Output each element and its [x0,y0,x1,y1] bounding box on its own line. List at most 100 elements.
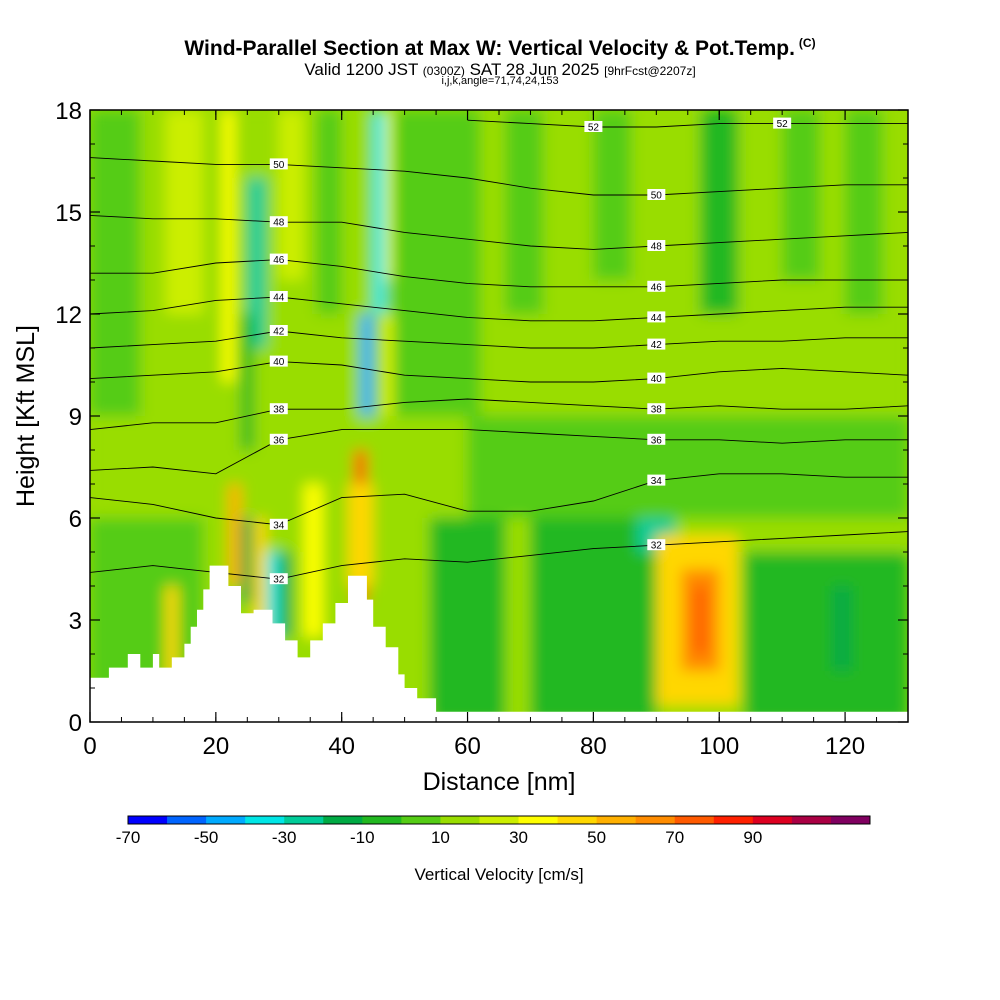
contour-label-text: 36 [273,435,285,446]
contour-label-box [647,338,666,350]
contour-label-text: 48 [273,218,285,229]
colorbar-swatch [479,816,520,824]
theta-contour-34 [90,473,908,526]
x-tick-label: 20 [202,733,229,760]
contour-label-box [647,539,666,551]
y-tick-label: 18 [55,98,82,125]
contour-label-text: 44 [651,313,663,324]
contour-label: 48 [269,216,288,229]
contour-label-box [269,291,288,302]
contour-label: 36 [647,433,666,446]
velocity-cell [429,518,506,722]
contour-label: 34 [269,518,288,531]
y-tick-label: 0 [69,710,82,737]
contour-label: 38 [647,403,666,416]
contour-label-box [647,311,666,323]
colorbar-swatch [713,816,754,824]
velocity-cell [694,586,707,654]
contour-label: 50 [647,189,666,202]
contour-label: 46 [647,280,666,293]
contour-label: 36 [269,433,288,446]
contour-label-text: 38 [273,405,285,416]
contour-label-box [269,216,288,228]
theta-contour-46 [90,259,908,288]
colorbar-tick-label: -50 [194,828,219,847]
contour-label-box [647,280,666,292]
colorbar-swatch [830,816,871,824]
colorbar-tick-label: 30 [509,828,528,847]
contour-label-box [773,117,792,129]
velocity-cell [303,484,323,637]
velocity-cell [228,484,242,586]
x-tick-label: 60 [454,733,481,760]
velocity-cell [316,110,342,314]
velocity-cell [845,110,883,314]
theta-contour-48 [90,214,908,250]
contour-label: 38 [269,403,288,416]
y-tick-label: 12 [55,302,82,329]
contour-label-box [269,158,288,170]
theta-contour-44 [90,296,908,322]
contour-label-box [647,433,666,445]
theta-contour-40 [90,361,908,383]
contour-label: 32 [647,539,666,552]
colorbar-swatch [128,816,168,824]
contour-label-text: 52 [777,119,789,130]
contour-label-box [269,573,288,585]
colorbar-swatch [440,816,480,824]
velocity-cell [222,110,235,382]
contour-label-text: 44 [273,293,285,304]
theta-contour-36 [90,429,908,475]
colorbar-swatch [323,816,363,824]
contour-label-text: 32 [273,575,285,586]
contour-label-text: 52 [588,123,600,134]
contour-label-box [647,240,666,251]
colorbar-tick-label: -30 [272,828,297,847]
y-tick-label: 6 [69,506,82,533]
contour-label: 52 [584,121,603,134]
colorbar-swatch [674,816,715,824]
x-tick-label: 120 [825,733,865,760]
contour-label-text: 38 [651,405,663,416]
x-tick-label: 80 [580,733,607,760]
colorbar-swatch [518,816,559,824]
y-tick-label: 15 [55,200,82,227]
contour-label: 48 [647,240,666,253]
contour-label-box [647,403,666,415]
colorbar-tick-label: 70 [665,828,684,847]
contour-label-text: 34 [273,520,285,531]
contour-label-text: 32 [651,541,663,552]
contour-label: 46 [269,253,288,266]
colorbar-swatch [752,816,793,824]
contour-label-box [647,189,666,200]
contour-label-box [269,253,288,265]
contour-label-box [584,121,603,132]
colorbar-tick-label: -70 [116,828,141,847]
velocity-cell [744,552,908,722]
contour-label-text: 42 [273,327,285,338]
colorbar-swatch [401,816,441,824]
velocity-cell [832,586,852,671]
contour-label-box [269,403,288,415]
contour-label-box [647,372,666,384]
velocity-cell [392,110,481,416]
colorbar-swatch [596,816,637,824]
colorbar-swatch [245,816,285,824]
colorbar-tick-label: 10 [431,828,450,847]
y-axis-label: Height [Kft MSL] [12,325,40,507]
theta-contour-38 [90,398,908,431]
contour-label-text: 50 [273,160,285,171]
velocity-cell [347,484,374,586]
theta-contour-52 [467,119,908,128]
contour-label: 32 [269,573,288,586]
colorbar-tick-label: 50 [587,828,606,847]
velocity-cell [530,518,657,722]
colorbar-tick-label: -10 [350,828,375,847]
x-tick-label: 0 [83,733,96,760]
contour-label: 52 [773,117,792,130]
contour-label: 40 [269,355,288,368]
contour-label-box [269,518,288,530]
velocity-cell [278,110,304,280]
contour-label-box [269,433,288,445]
contour-label-text: 40 [651,374,663,385]
